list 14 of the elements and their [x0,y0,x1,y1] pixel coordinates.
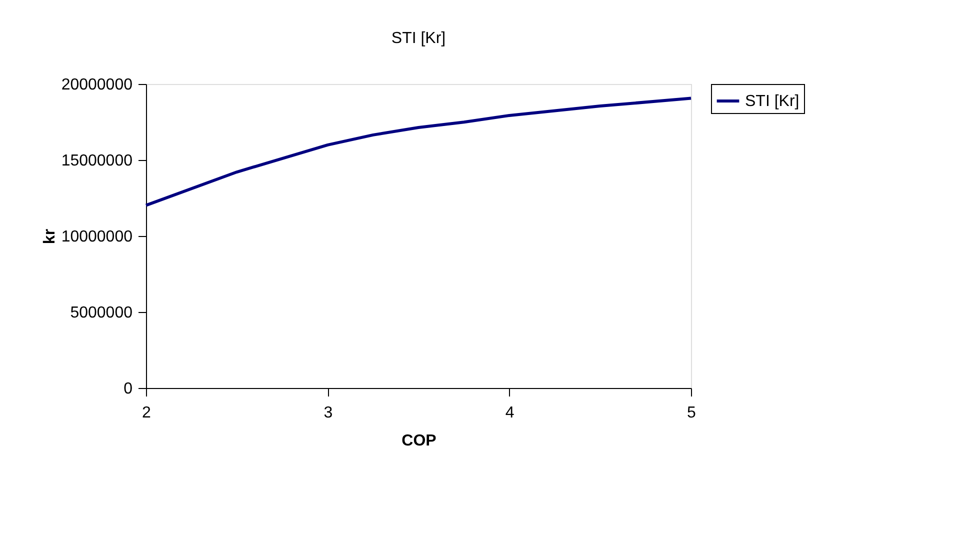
y-tick-label: 5000000 [70,304,133,322]
legend-label: STI [Kr] [745,93,800,110]
chart-title: STI [Kr] [391,30,446,47]
line-series [144,96,692,207]
x-axis-title: COP [402,432,437,450]
x-tick-label: 2 [142,404,152,422]
y-tick-label: 15000000 [61,152,133,170]
x-tick-label: 4 [505,404,514,422]
y-axis-title: kr [41,228,58,244]
y-tick-label: 0 [124,380,133,398]
y-tick-label: 20000000 [61,76,133,94]
y-tick-label: 10000000 [61,228,133,246]
x-tick-label: 3 [324,404,333,422]
x-tick-label: 5 [687,404,696,422]
